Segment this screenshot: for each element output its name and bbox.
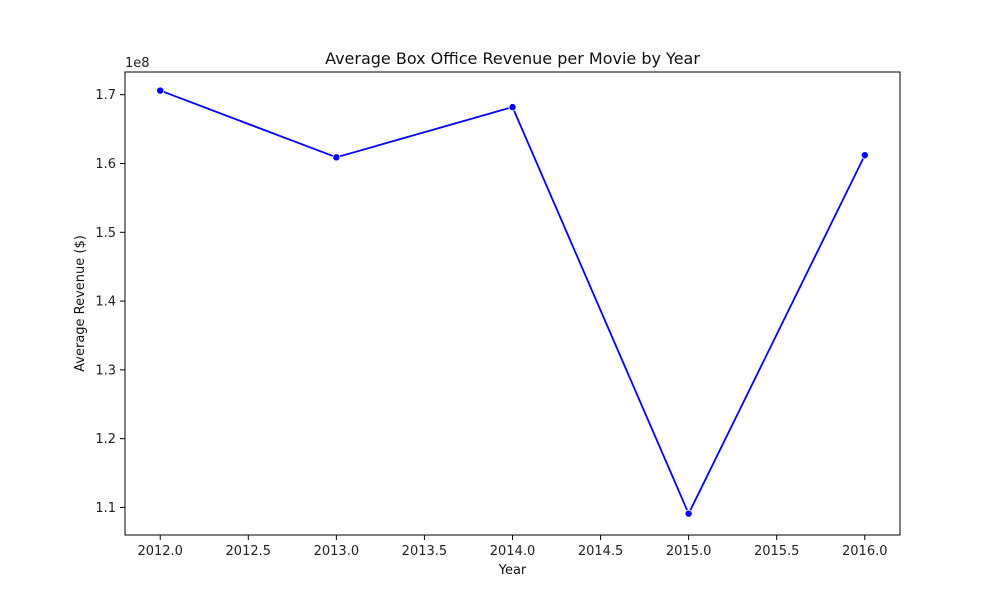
y-tick-label: 1.2: [95, 432, 116, 447]
x-tick-label: 2015.5: [754, 544, 800, 559]
y-axis-offset-label: 1e8: [125, 56, 150, 71]
x-tick-label: 2013.0: [314, 544, 360, 559]
y-tick-label: 1.1: [95, 501, 116, 516]
x-tick-label: 2014.0: [490, 544, 536, 559]
y-tick-label: 1.4: [95, 295, 116, 310]
y-axis-ticks: 1.1 1.2 1.3 1.4 1.5 1.6 1.7: [95, 88, 125, 516]
x-tick-label: 2013.5: [402, 544, 448, 559]
y-tick-label: 1.5: [95, 226, 116, 241]
y-axis-label: Average Revenue ($): [73, 235, 88, 372]
data-point-marker: [332, 153, 341, 162]
x-tick-label: 2012.0: [137, 544, 183, 559]
x-tick-label: 2016.0: [842, 544, 888, 559]
y-tick-label: 1.7: [95, 88, 116, 103]
series-layer: [156, 86, 869, 518]
data-point-marker: [860, 151, 869, 160]
chart-title: Average Box Office Revenue per Movie by …: [325, 49, 700, 68]
y-tick-label: 1.3: [95, 363, 116, 378]
x-tick-label: 2014.5: [578, 544, 624, 559]
data-point-marker: [684, 509, 693, 518]
x-axis-label: Year: [498, 563, 527, 578]
data-point-marker: [156, 86, 165, 95]
x-axis-ticks: 2012.0 2012.5 2013.0 2013.5 2014.0 2014.5 2015…: [137, 535, 888, 559]
x-tick-label: 2012.5: [226, 544, 272, 559]
data-point-marker: [508, 103, 517, 112]
x-tick-label: 2015.0: [666, 544, 712, 559]
y-tick-label: 1.6: [95, 157, 116, 172]
